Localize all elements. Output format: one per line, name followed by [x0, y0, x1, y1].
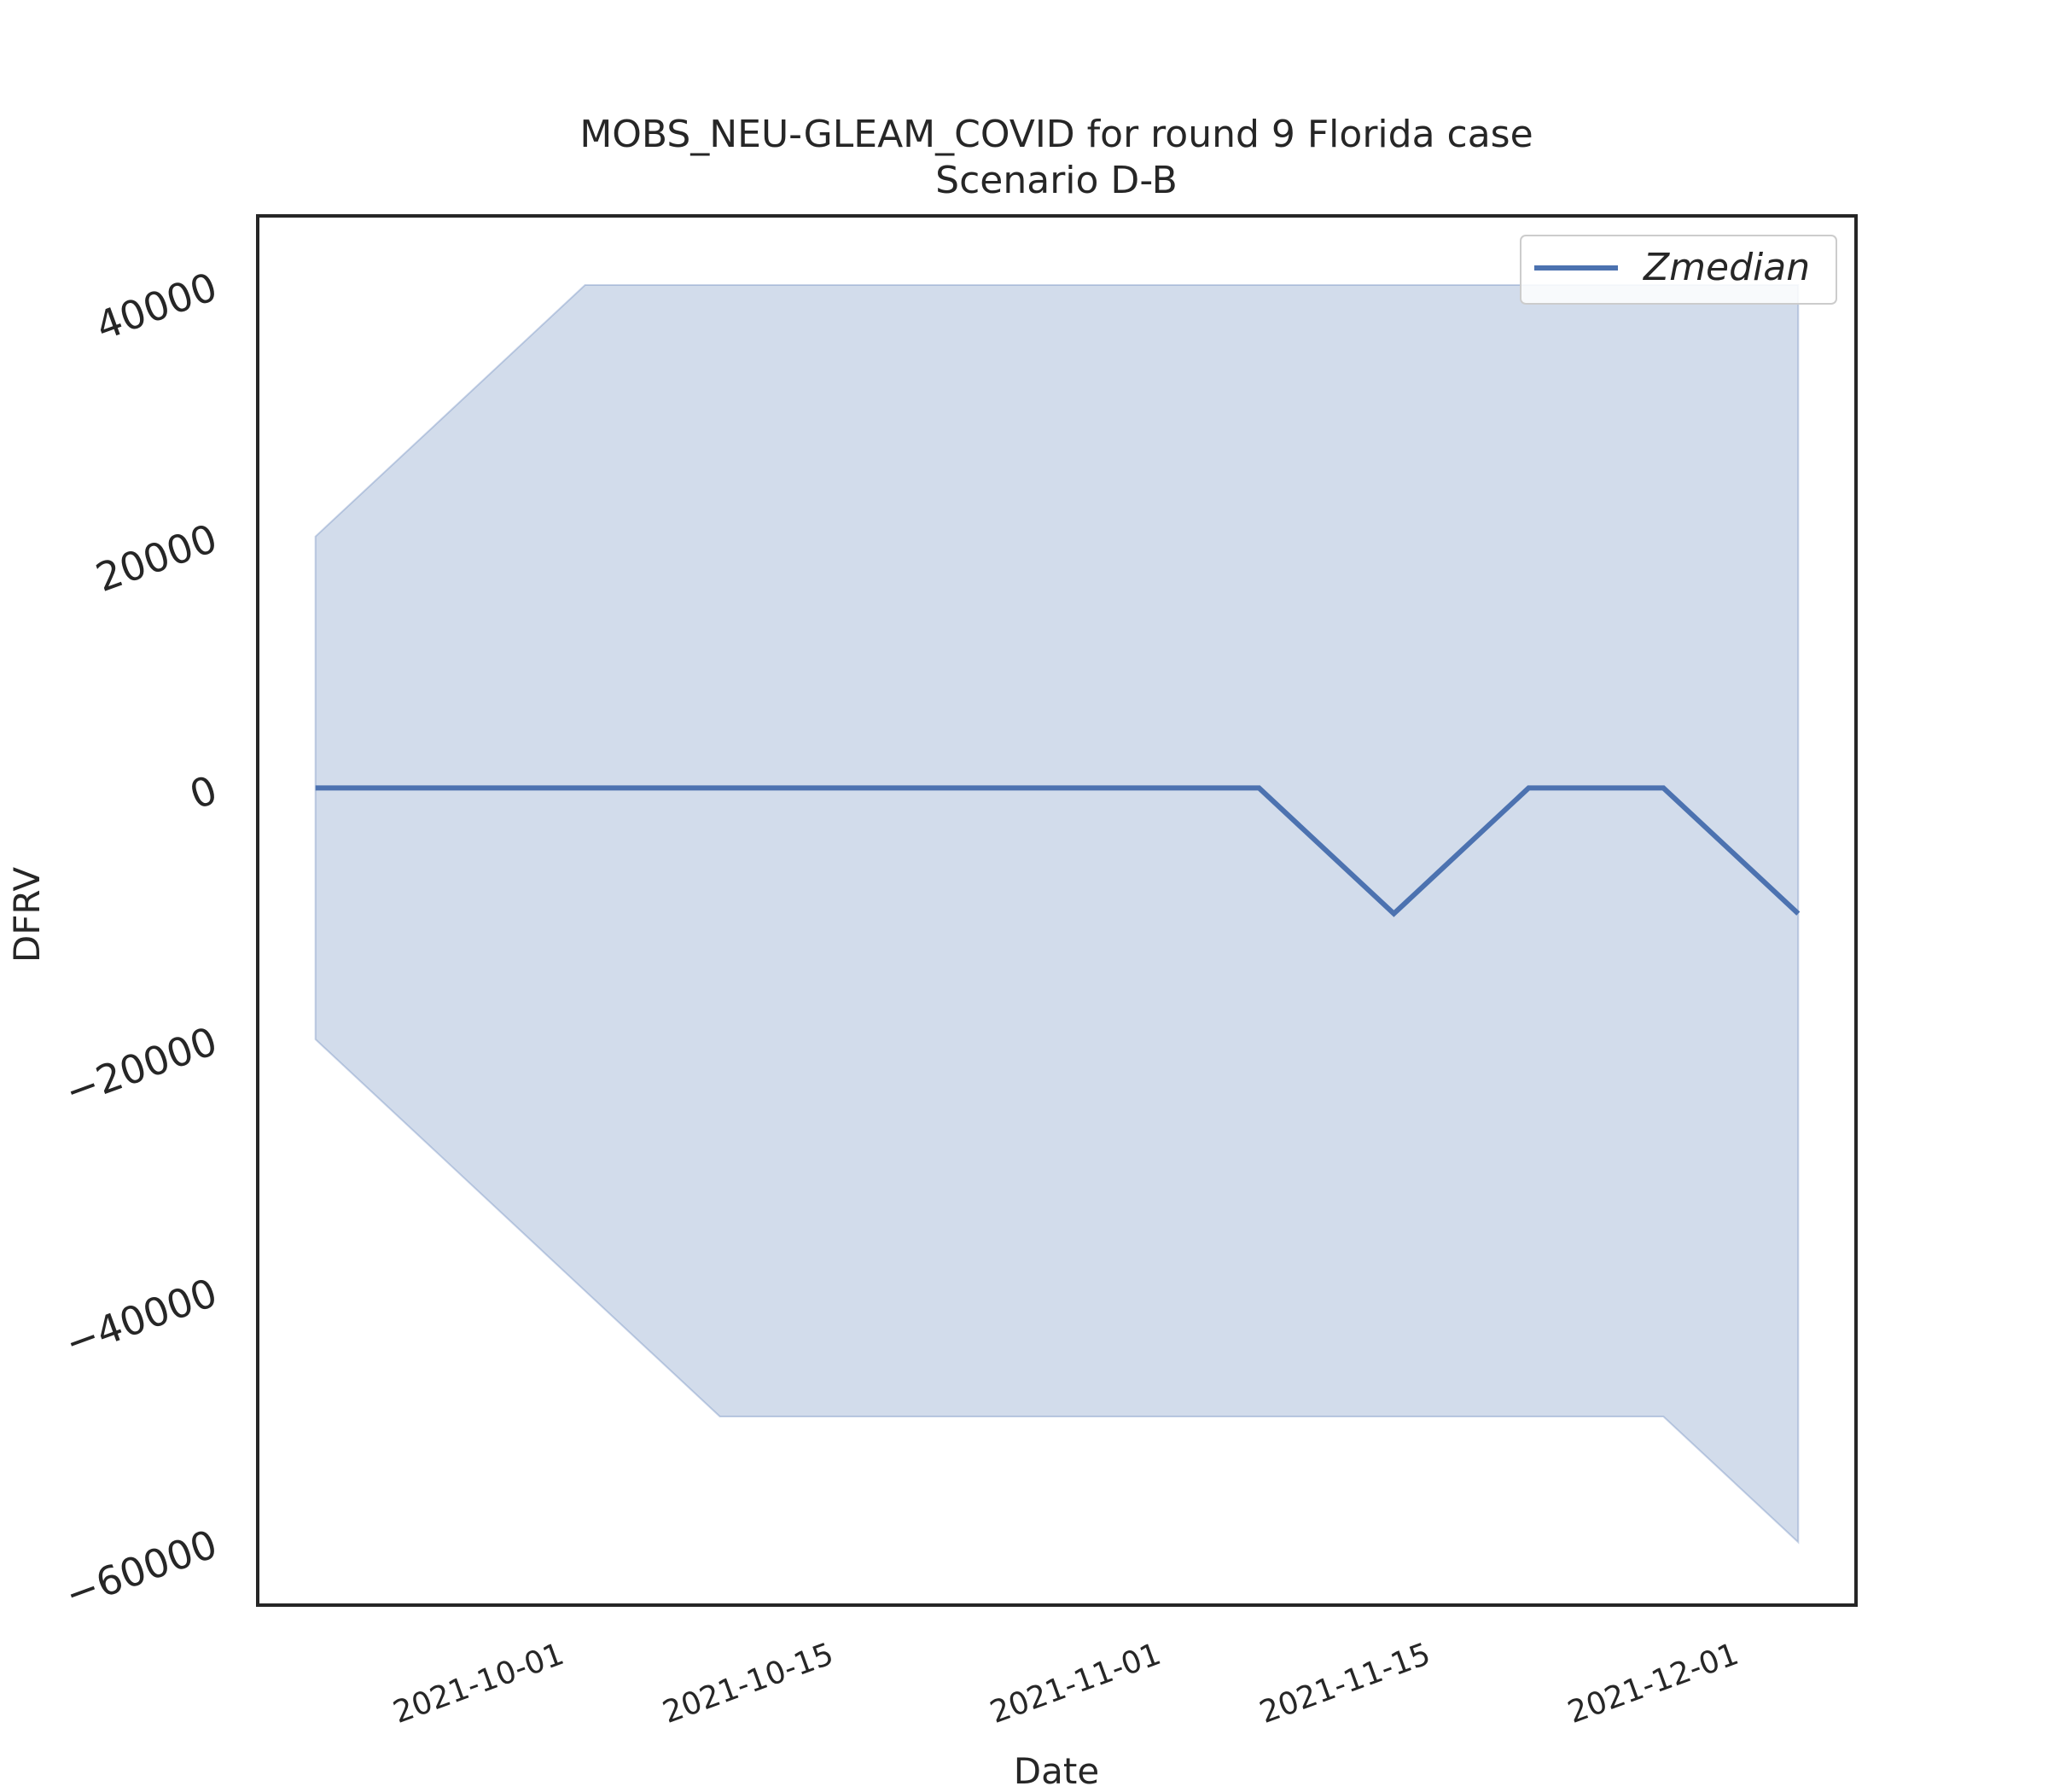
- x-tick-label: 2021-11-15: [1255, 1637, 1435, 1731]
- legend: Zmedian: [1520, 235, 1837, 305]
- plot-area: [314, 284, 1801, 1545]
- y-tick-label: −40000: [59, 1269, 223, 1366]
- y-tick-label: 20000: [90, 515, 223, 601]
- series-line-zmedian: [315, 785, 1801, 917]
- x-tick-label: 2021-10-01: [389, 1637, 569, 1731]
- y-tick-label: −60000: [59, 1521, 223, 1618]
- plot-frame: [256, 214, 1858, 1607]
- y-tick-label: 40000: [90, 264, 223, 350]
- confidence-band: [314, 284, 1800, 1545]
- x-tick-label: 2021-10-15: [658, 1637, 838, 1731]
- y-axis-ticks: 40000 20000 0 −20000 −40000 −60000: [59, 264, 223, 1618]
- x-tick-label: 2021-12-01: [1563, 1637, 1743, 1731]
- y-tick-label: −20000: [59, 1018, 223, 1115]
- legend-label-zmedian: Zmedian: [1643, 246, 1810, 289]
- x-axis-ticks: 2021-10-01 2021-10-15 2021-11-01 2021-11-15…: [389, 1637, 1743, 1731]
- chart-subtitle: Scenario D-B: [935, 159, 1178, 202]
- x-tick-label: 2021-11-01: [986, 1637, 1166, 1731]
- y-tick-label: 0: [183, 766, 223, 818]
- legend-box: [1520, 235, 1837, 305]
- x-axis-label: Date: [1014, 1750, 1099, 1792]
- y-axis-label: DFRV: [6, 867, 48, 963]
- chart-title: MOBS_NEU-GLEAM_COVID for round 9 Florida…: [579, 113, 1533, 156]
